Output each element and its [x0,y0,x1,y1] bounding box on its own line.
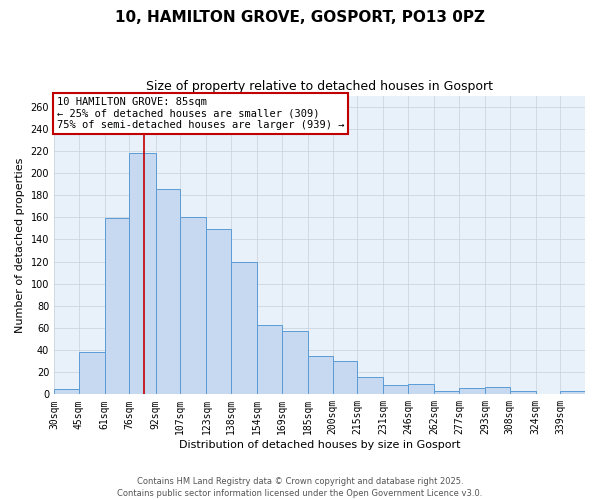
Text: Contains HM Land Registry data © Crown copyright and database right 2025.
Contai: Contains HM Land Registry data © Crown c… [118,476,482,498]
Bar [560,391,585,394]
Title: Size of property relative to detached houses in Gosport: Size of property relative to detached ho… [146,80,493,93]
Bar [434,391,459,394]
Bar [282,332,308,394]
Y-axis label: Number of detached properties: Number of detached properties [15,158,25,332]
Bar [357,376,383,394]
Bar [257,324,282,394]
Bar [180,218,206,394]
Bar [54,389,79,394]
Bar [459,388,485,394]
Bar [509,391,536,394]
Bar [332,361,357,394]
Bar [408,384,434,394]
Bar [105,218,130,394]
Bar [231,262,257,394]
Text: 10 HAMILTON GROVE: 85sqm
← 25% of detached houses are smaller (309)
75% of semi-: 10 HAMILTON GROVE: 85sqm ← 25% of detach… [56,97,344,130]
Bar [206,230,231,394]
Bar [79,352,105,395]
Bar [308,356,332,395]
Bar [383,386,408,394]
Bar [130,153,155,394]
Bar [485,386,509,394]
Text: 10, HAMILTON GROVE, GOSPORT, PO13 0PZ: 10, HAMILTON GROVE, GOSPORT, PO13 0PZ [115,10,485,25]
X-axis label: Distribution of detached houses by size in Gosport: Distribution of detached houses by size … [179,440,460,450]
Bar [155,188,180,394]
